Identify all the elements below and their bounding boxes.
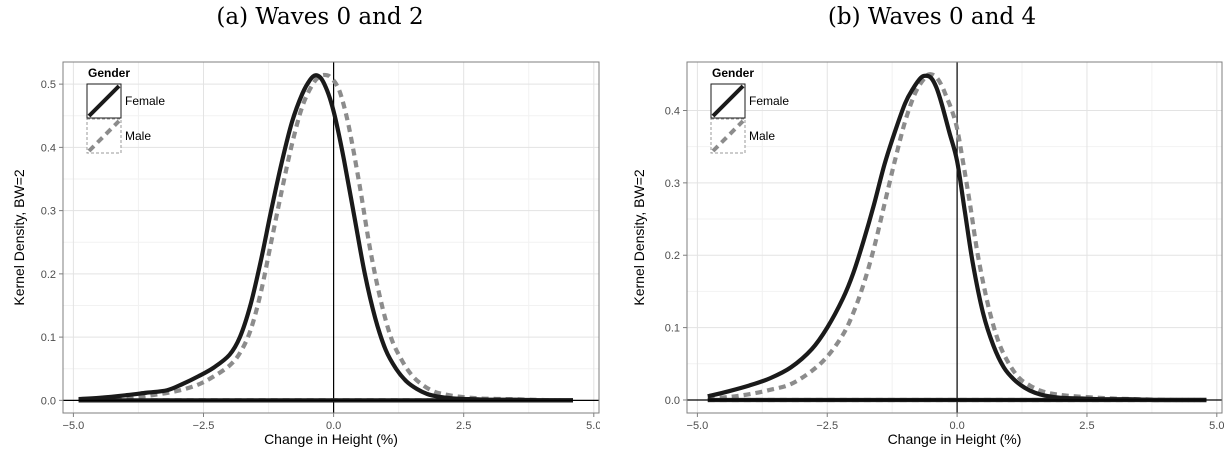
x-tick-label: −2.5 <box>816 420 838 432</box>
legend: Gender Female Male <box>710 66 789 154</box>
series-line-female <box>78 73 573 403</box>
series-line-female <box>707 73 1207 403</box>
y-tick-label: 0.2 <box>41 269 56 281</box>
x-tick-label: 5.0 <box>586 420 600 432</box>
plot-border <box>62 61 600 414</box>
panel-a-caption: (a) Waves 0 and 2 <box>216 4 424 30</box>
legend-label-male: Male <box>749 129 775 143</box>
legend-key-line-female <box>87 84 121 118</box>
x-tick-label: −5.0 <box>63 420 85 432</box>
panel-b-caption: (b) Waves 0 and 4 <box>827 4 1037 30</box>
x-tick-label: −5.0 <box>687 420 709 432</box>
y-tick-label: 0.0 <box>665 395 680 407</box>
grid-lines <box>687 62 1222 413</box>
plot-panel <box>687 62 1222 413</box>
y-axis-title: Kernel Density, BW=2 <box>11 169 27 306</box>
x-tick-label: 2.5 <box>456 420 471 432</box>
x-tick-label: 0.0 <box>949 420 964 432</box>
legend-title: Gender <box>712 66 754 80</box>
y-tick-label: 0.4 <box>665 105 680 117</box>
legend-key-line-female <box>711 84 745 118</box>
plot-border <box>686 61 1223 414</box>
panel-a-chart: −5.0 −2.5 0.0 2.5 5.0 0.0 0.1 0.2 0.3 0.4 0.5 Chang… <box>11 61 600 447</box>
y-tick-label: 0.2 <box>665 250 680 262</box>
x-tick-label: 0.0 <box>326 420 341 432</box>
legend-label-female: Female <box>749 94 789 108</box>
legend-title: Gender <box>88 66 130 80</box>
y-tick-label: 0.1 <box>665 323 680 335</box>
x-tick-label: −2.5 <box>193 420 215 432</box>
y-axis-title: Kernel Density, BW=2 <box>631 169 647 306</box>
y-tick-label: 0.3 <box>665 178 680 190</box>
y-tick-label: 0.4 <box>41 142 56 154</box>
series-line-male <box>707 72 1207 403</box>
panel-b-chart: −5.0 −2.5 0.0 2.5 5.0 0.0 0.1 0.2 0.3 0.4 Change i… <box>631 61 1224 447</box>
x-axis-title: Change in Height (%) <box>888 431 1022 447</box>
legend-label-male: Male <box>125 129 151 143</box>
y-tick-label: 0.0 <box>41 395 56 407</box>
legend: Gender Female Male <box>86 66 165 154</box>
y-tick-label: 0.3 <box>41 206 56 218</box>
y-tick-label: 0.5 <box>41 79 56 91</box>
x-tick-label: 2.5 <box>1079 420 1094 432</box>
x-tick-label: 5.0 <box>1209 420 1224 432</box>
plot-panel <box>63 62 599 413</box>
x-axis-title: Change in Height (%) <box>264 431 398 447</box>
legend-label-female: Female <box>125 94 165 108</box>
series-line-male <box>78 72 573 403</box>
y-tick-label: 0.1 <box>41 332 56 344</box>
